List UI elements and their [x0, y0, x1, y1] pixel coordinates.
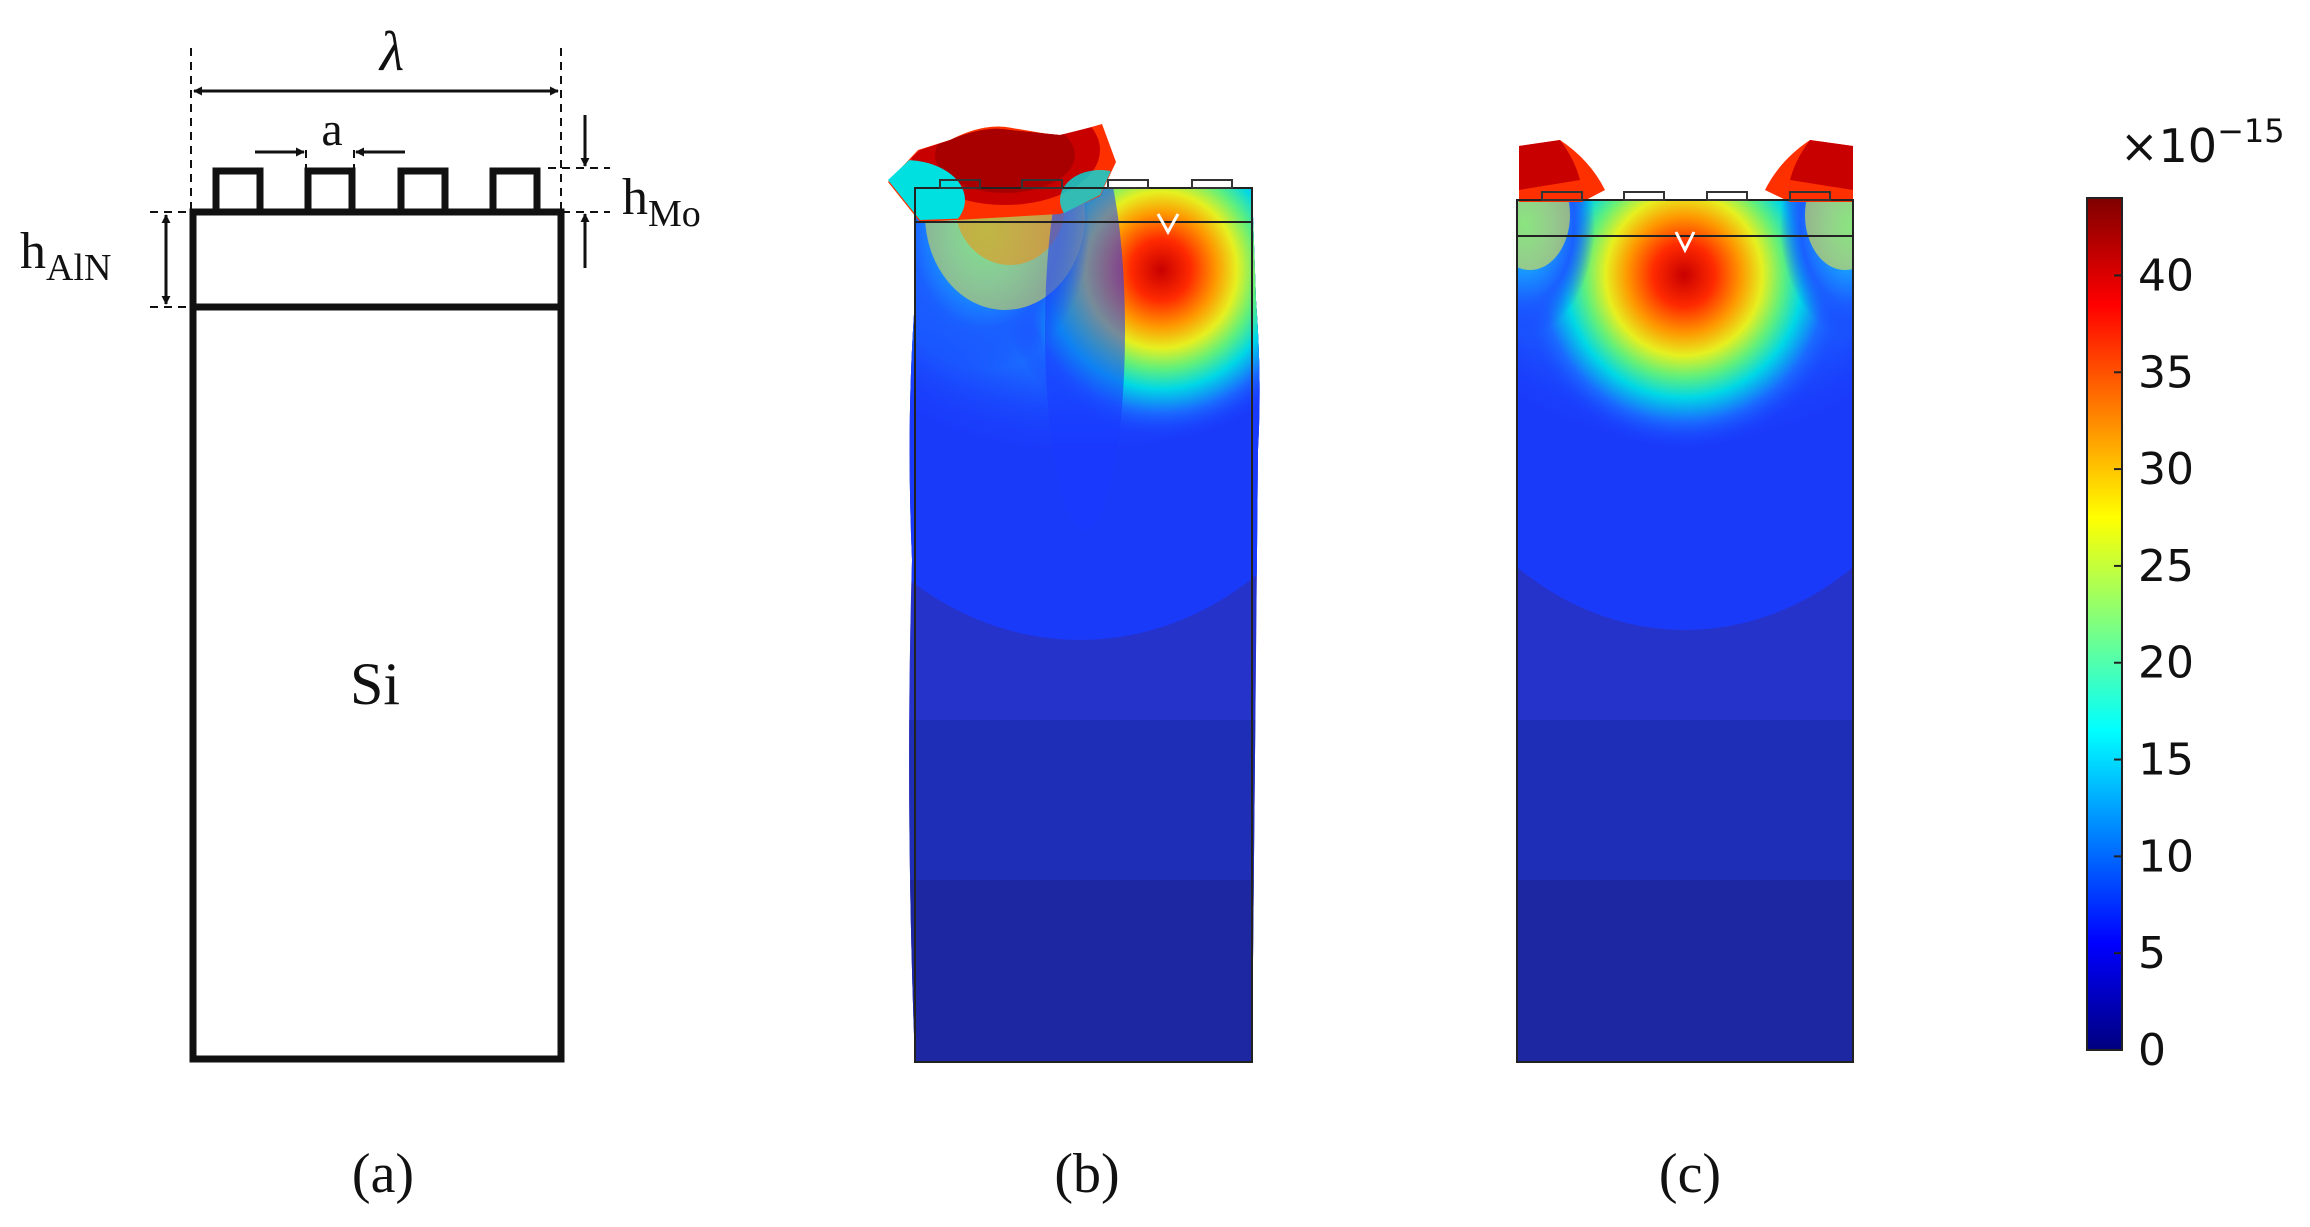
- colorbar-tick-label: 15: [2138, 735, 2194, 786]
- colorbar-tick-label: 10: [2138, 831, 2194, 882]
- caption-b: (b): [1054, 1143, 1119, 1205]
- mo-electrode: [304, 167, 356, 216]
- caption-c: (c): [1659, 1143, 1721, 1205]
- caption-a: (a): [352, 1143, 414, 1205]
- panel-b-electrodes: [939, 179, 1233, 189]
- colorbar-tick-label: 25: [2138, 541, 2194, 592]
- panel-a-schematic: λ a hMo hAlN Si (a): [20, 21, 701, 1205]
- colorbar-tick-label: 5: [2138, 928, 2166, 979]
- panel-c-displacement-field: (c): [1516, 140, 1854, 1205]
- colorbar-tick-label: 30: [2138, 444, 2194, 495]
- colorbar: 0 5 10 15 20 25 30 35 40 ×10−15: [2086, 112, 2285, 1076]
- colorbar-tick-label: 35: [2138, 347, 2194, 398]
- lambda-label: λ: [378, 21, 404, 83]
- dimension-guides: [150, 48, 610, 308]
- colorbar-tick-label: 20: [2138, 638, 2194, 689]
- mo-electrode: [212, 167, 264, 216]
- mo-electrode: [397, 167, 449, 216]
- panel-c-undeformed-outline: [1516, 199, 1854, 1063]
- panel-c-electrodes: [1541, 191, 1831, 201]
- panel-b-displacement-field: (b): [888, 124, 1260, 1205]
- colorbar-tick-label: 0: [2138, 1025, 2166, 1076]
- panel-b-undeformed-outline: [914, 187, 1253, 1063]
- h-aln-label: hAlN: [20, 223, 111, 289]
- si-label: Si: [350, 651, 400, 717]
- colorbar-gradient: [2086, 197, 2123, 1051]
- mo-electrodes: [212, 167, 541, 216]
- colorbar-exponent: ×10−15: [2120, 112, 2285, 173]
- h-mo-label: hMo: [622, 169, 701, 235]
- a-label: a: [321, 103, 342, 156]
- colorbar-ticks: 0 5 10 15 20 25 30 35 40: [2114, 250, 2194, 1076]
- aln-layer: [189, 208, 565, 311]
- colorbar-tick-label: 40: [2138, 250, 2194, 301]
- si-substrate: [189, 303, 565, 1063]
- mo-electrode: [489, 167, 541, 216]
